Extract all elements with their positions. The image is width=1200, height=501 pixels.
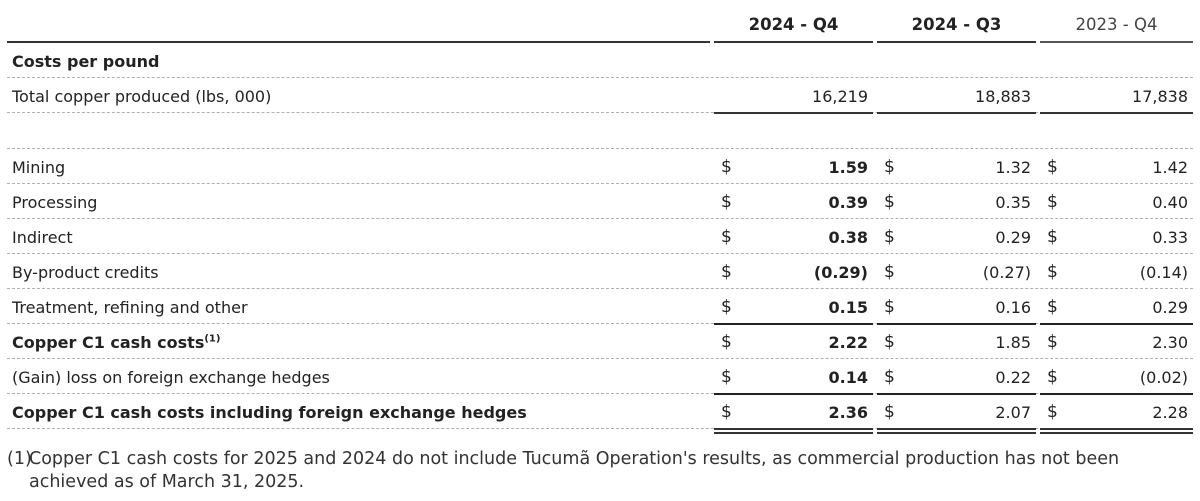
row-label: Mining: [12, 158, 66, 177]
currency-symbol: $: [884, 157, 895, 177]
table-row: Mining $1.59 $1.32 $1.42: [7, 149, 1193, 184]
value-cell: 2.07: [995, 403, 1031, 422]
table-row: Treatment, refining and other $0.15 $0.1…: [7, 289, 1193, 325]
footnote-number: (1): [7, 449, 32, 469]
column-header-q4-2023: 2023 - Q4: [1040, 7, 1193, 43]
production-row: Total copper produced (lbs, 000) 16,219 …: [7, 78, 1193, 114]
currency-symbol: $: [1047, 157, 1058, 177]
value-cell: 1.42: [1152, 158, 1188, 177]
currency-symbol: $: [721, 297, 732, 317]
value-cell: (0.29): [813, 263, 868, 282]
table-row: Indirect $0.38 $0.29 $0.33: [7, 219, 1193, 254]
currency-symbol: $: [721, 192, 732, 212]
currency-symbol: $: [884, 192, 895, 212]
row-label: Indirect: [12, 228, 73, 247]
value-cell: 1.32: [995, 158, 1031, 177]
footnote-marker: (1): [204, 333, 221, 345]
row-label: Copper C1 cash costs(1): [12, 333, 221, 352]
currency-symbol: $: [721, 227, 732, 247]
value-cell: 0.38: [828, 228, 868, 247]
currency-symbol: $: [1047, 227, 1058, 247]
value-cell: 0.15: [828, 298, 868, 317]
value-cell: 2.30: [1152, 333, 1188, 352]
subtotal-row: Copper C1 cash costs(1) $2.22 $1.85 $2.3…: [7, 324, 1193, 359]
value-cell: 0.39: [828, 193, 868, 212]
value-cell: 0.14: [828, 368, 868, 387]
value-cell: (0.02): [1139, 368, 1188, 387]
cost-table: 2024 - Q4 2024 - Q3 2023 - Q4 Costs per …: [7, 7, 1193, 434]
value-cell: 18,883: [975, 87, 1031, 106]
value-cell: 1.85: [995, 333, 1031, 352]
currency-symbol: $: [721, 332, 732, 352]
table-row: (Gain) loss on foreign exchange hedges $…: [7, 359, 1193, 395]
currency-symbol: $: [884, 297, 895, 317]
footnote-text: Copper C1 cash costs for 2025 and 2024 d…: [29, 449, 1120, 492]
currency-symbol: $: [1047, 402, 1058, 422]
currency-symbol: $: [884, 262, 895, 282]
row-label: By-product credits: [12, 263, 159, 282]
footnote: (1) Copper C1 cash costs for 2025 and 20…: [7, 448, 1195, 494]
currency-symbol: $: [1047, 367, 1058, 387]
value-cell: 0.40: [1152, 193, 1188, 212]
row-label: Copper C1 cash costs including foreign e…: [12, 403, 527, 422]
currency-symbol: $: [884, 367, 895, 387]
value-cell: 2.36: [828, 403, 868, 422]
value-cell: 0.29: [1152, 298, 1188, 317]
currency-symbol: $: [1047, 262, 1058, 282]
currency-symbol: $: [721, 367, 732, 387]
row-label: Total copper produced (lbs, 000): [12, 87, 272, 106]
currency-symbol: $: [884, 332, 895, 352]
value-cell: 0.16: [995, 298, 1031, 317]
value-cell: (0.27): [982, 263, 1031, 282]
table-row: Processing $0.39 $0.35 $0.40: [7, 184, 1193, 219]
value-cell: 0.22: [995, 368, 1031, 387]
currency-symbol: $: [884, 402, 895, 422]
section-title-row: Costs per pound: [7, 43, 1193, 78]
column-header-q4-2024: 2024 - Q4: [714, 7, 873, 43]
currency-symbol: $: [721, 402, 732, 422]
column-header-q3-2024: 2024 - Q3: [877, 7, 1036, 43]
value-cell: 2.22: [828, 333, 868, 352]
section-title: Costs per pound: [12, 52, 160, 71]
value-cell: (0.14): [1139, 263, 1188, 282]
currency-symbol: $: [721, 157, 732, 177]
row-label: Processing: [12, 193, 98, 212]
currency-symbol: $: [1047, 297, 1058, 317]
currency-symbol: $: [1047, 192, 1058, 212]
value-cell: 0.29: [995, 228, 1031, 247]
table-header: 2024 - Q4 2024 - Q3 2023 - Q4: [7, 7, 1193, 43]
header-label-column: [7, 7, 710, 43]
value-cell: 1.59: [828, 158, 868, 177]
row-label: (Gain) loss on foreign exchange hedges: [12, 368, 330, 387]
value-cell: 16,219: [812, 87, 868, 106]
row-label: Treatment, refining and other: [12, 298, 248, 317]
value-cell: 0.33: [1152, 228, 1188, 247]
value-cell: 0.35: [995, 193, 1031, 212]
spacer: [7, 113, 1193, 149]
total-row: Copper C1 cash costs including foreign e…: [7, 394, 1193, 434]
currency-symbol: $: [884, 227, 895, 247]
value-cell: 17,838: [1132, 87, 1188, 106]
currency-symbol: $: [721, 262, 732, 282]
value-cell: 2.28: [1152, 403, 1188, 422]
currency-symbol: $: [1047, 332, 1058, 352]
table-row: By-product credits $ (0.29) $ (0.27) $ (0.1…: [7, 254, 1193, 289]
